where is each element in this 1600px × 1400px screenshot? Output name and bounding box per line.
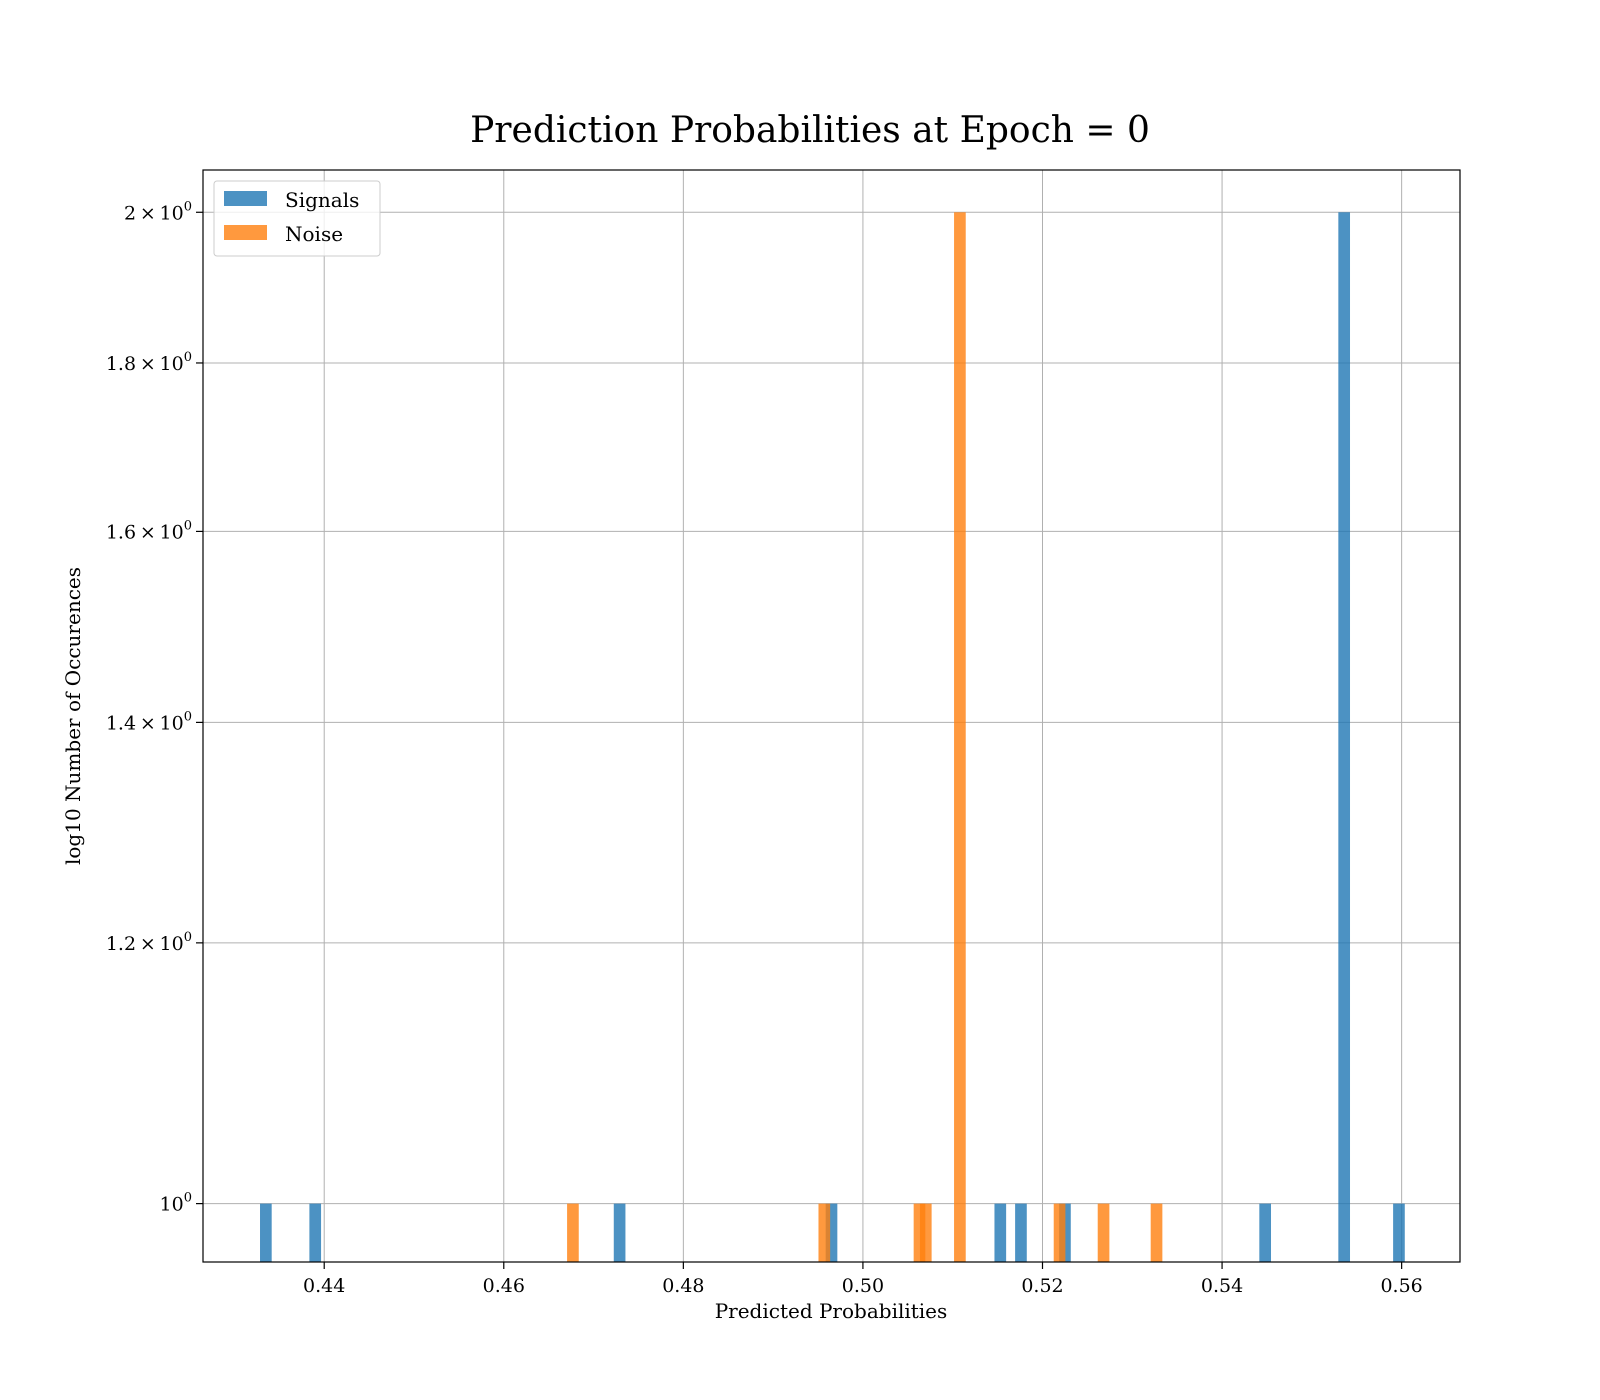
- x-axis-label: Predicted Probabilities: [715, 1299, 948, 1323]
- bar-signals: [260, 1203, 272, 1262]
- bar-signals: [1393, 1203, 1405, 1262]
- bar-noise: [1150, 1203, 1163, 1262]
- bar-noise: [954, 212, 966, 1262]
- x-tick-label: 0.48: [662, 1275, 704, 1297]
- bars: [260, 212, 1405, 1262]
- y-tick-label: 1.4 × 100: [106, 709, 192, 734]
- bar-noise: [1053, 1203, 1066, 1262]
- legend: Signals Noise: [213, 180, 381, 257]
- bar-signals: [1259, 1203, 1272, 1262]
- bar-noise: [1097, 1203, 1110, 1262]
- x-tick-label: 0.56: [1380, 1275, 1422, 1297]
- x-axis-ticks: 0.44 0.46 0.48 0.50 0.52 0.54 0.56: [303, 1262, 1423, 1297]
- bar-signals: [1338, 212, 1351, 1262]
- plot-frame: [202, 169, 1461, 1263]
- bar-noise: [567, 1203, 579, 1262]
- bar-noise: [818, 1203, 831, 1262]
- x-tick-label: 0.52: [1021, 1275, 1063, 1297]
- bar-signals: [1015, 1203, 1027, 1262]
- x-tick-label: 0.46: [483, 1275, 525, 1297]
- bar-signals: [613, 1203, 626, 1262]
- y-tick-label: 1.2 × 100: [106, 930, 192, 955]
- legend-label-noise: Noise: [285, 222, 343, 246]
- y-tick-label: 1.6 × 100: [106, 518, 192, 543]
- x-tick-label: 0.54: [1201, 1275, 1243, 1297]
- legend-label-signals: Signals: [285, 188, 359, 212]
- x-tick-label: 0.50: [842, 1275, 884, 1297]
- bar-noise: [919, 1203, 932, 1262]
- bar-signals: [994, 1203, 1007, 1262]
- x-tick-label: 0.44: [303, 1275, 345, 1297]
- y-axis-ticks: 100 1.2 × 100 1.4 × 100 1.6 × 100 1.8 × 100 2…: [106, 199, 203, 1216]
- y-tick-label: 1.8 × 100: [106, 350, 192, 375]
- bar-signals: [825, 1203, 838, 1262]
- y-tick-label: 100: [160, 1191, 192, 1216]
- legend-swatch-noise: [224, 225, 267, 240]
- bar-signals: [309, 1203, 322, 1262]
- y-tick-label: 2 × 100: [124, 199, 192, 224]
- y-axis-label: log10 Number of Occurences: [61, 567, 85, 865]
- legend-swatch-signals: [224, 191, 267, 206]
- bar-noise: [913, 1203, 926, 1262]
- chart-title: Prediction Probabilities at Epoch = 0: [470, 110, 1150, 151]
- grid-lines: [203, 170, 1460, 1262]
